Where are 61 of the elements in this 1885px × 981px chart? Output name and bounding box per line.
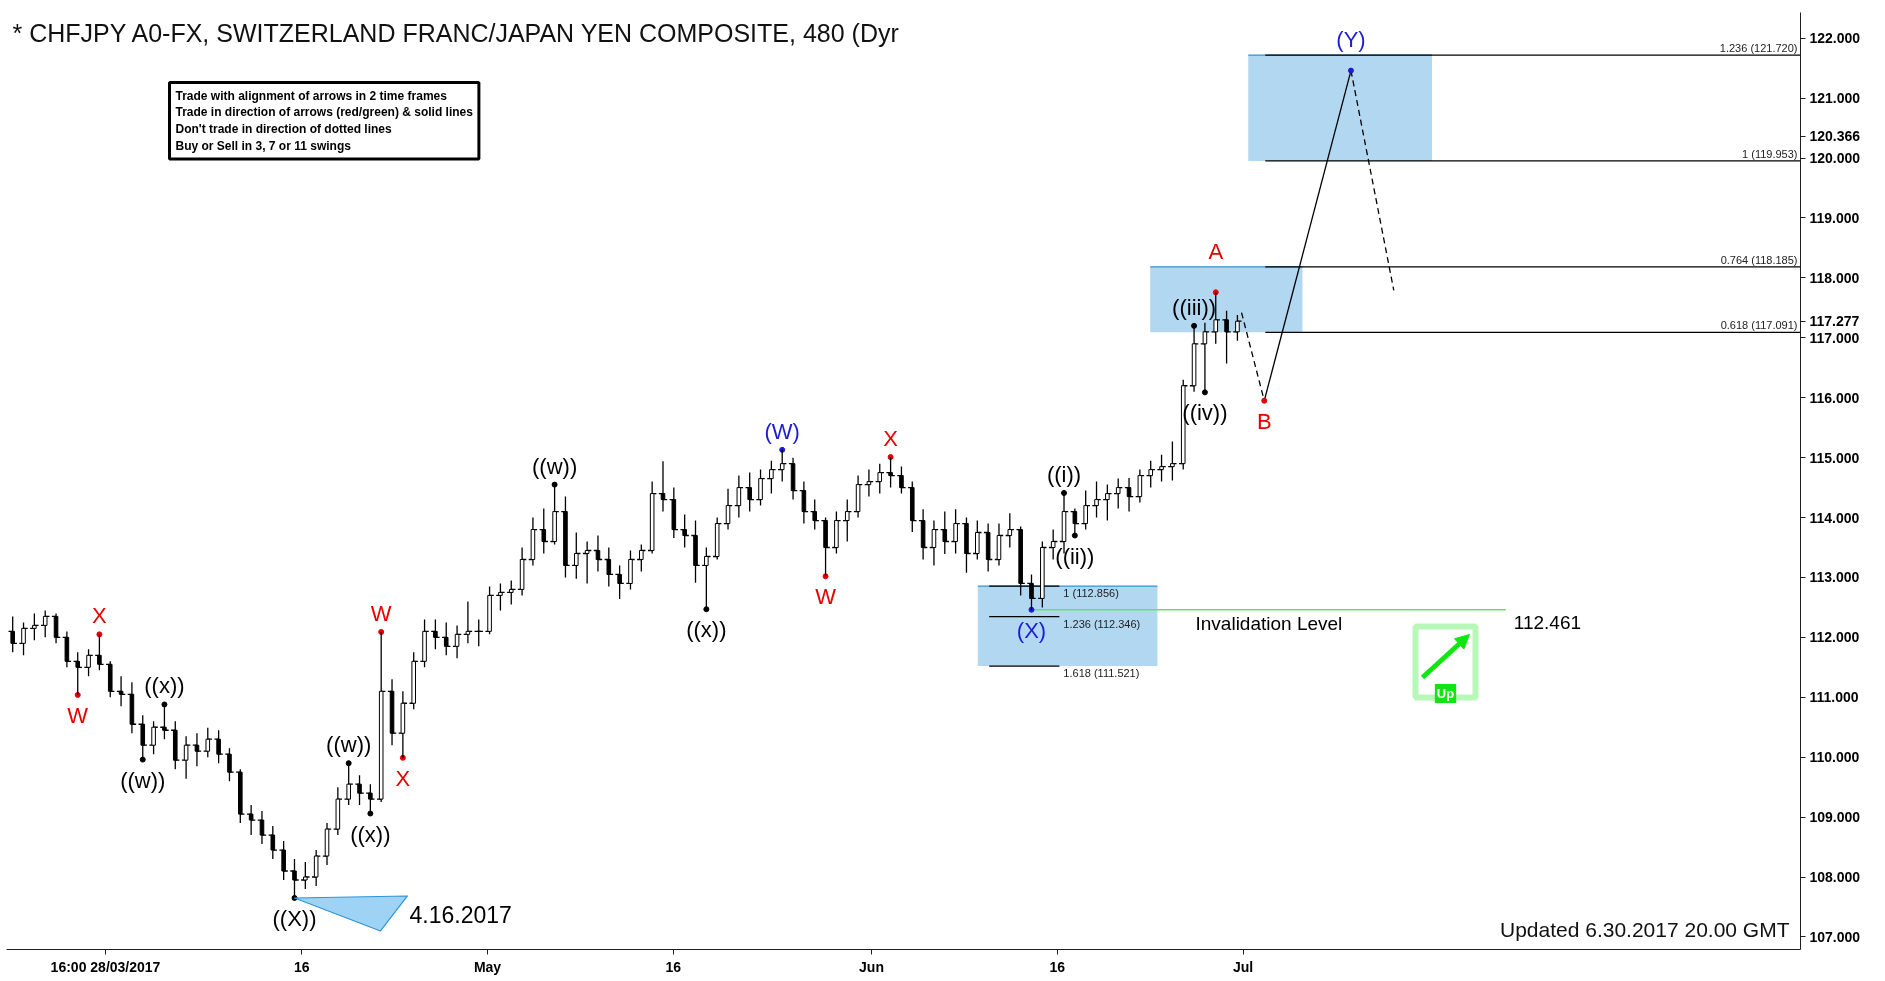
data-label: ((X)): [272, 905, 317, 931]
data-label: X: [395, 765, 411, 791]
x-tick-label: 16: [1049, 958, 1066, 975]
data-label: ((w)): [326, 732, 372, 758]
data-label: ((w)): [120, 767, 166, 793]
x-tick-label: 16: [293, 958, 310, 975]
data-label: ((w)): [532, 453, 578, 479]
series-label: 1 (119.953): [1742, 147, 1798, 160]
y-tick-label: 115.000: [1809, 449, 1860, 466]
data-label: (Y): [1336, 27, 1366, 53]
data-label: X: [92, 603, 108, 629]
data-label: 112.461: [1513, 612, 1582, 634]
y-tick-label: 107.000: [1809, 928, 1861, 945]
data-label: X: [883, 426, 899, 452]
y-tick-label: 120.366: [1809, 128, 1861, 145]
data-label: (W): [764, 418, 800, 444]
annotation: 4.16.2017: [409, 902, 512, 929]
series-label: 0.618 (117.091): [1720, 319, 1798, 332]
y-tick-label: 121.000: [1809, 90, 1861, 107]
y-tick-label: 110.000: [1809, 749, 1860, 766]
y-tick-label: 116.000: [1809, 389, 1860, 406]
x-tick-label: Jul: [1232, 958, 1254, 975]
series-label: 1.618 (111.521): [1063, 667, 1140, 680]
data-label: ((ii)): [1055, 543, 1095, 569]
y-tick-label: 114.000: [1809, 509, 1860, 526]
text: 16:00 28/03/2017: [50, 958, 161, 975]
chart-title: * CHFJPY A0-FX, SWITZERLAND FRANC/JAPAN YEN COMPOSITE, 480 (Dyr: [12, 18, 899, 47]
data-label: W: [370, 600, 392, 626]
x-tick-label: Jun: [859, 958, 884, 975]
series-label: 1.236 (121.720): [1719, 42, 1798, 55]
y-tick-label: 120.000: [1809, 150, 1861, 167]
data-label: A: [1208, 238, 1224, 264]
data-label: ((i)): [1046, 461, 1082, 487]
data-label: ((x)): [686, 617, 727, 643]
series-label: 1.236 (112.346): [1063, 617, 1141, 630]
data-label: W: [67, 702, 89, 728]
annotation: Up: [1436, 686, 1455, 701]
data-label: B: [1256, 408, 1272, 434]
x-tick-label: May: [473, 958, 502, 975]
annotation: Trade with alignment of arrows in 2 time frames Trade in direction of arrows (red/green) & solid lines Don't trade in direction of dotted lines Buy or Sell in 3, 7 or 11 swings: [175, 88, 474, 153]
y-tick-label: 117.000: [1809, 329, 1860, 346]
y-tick-label: 122.000: [1809, 30, 1861, 47]
annotation: Invalidation Level: [1195, 612, 1343, 634]
data-label: W: [815, 584, 837, 610]
x-tick-label: 16: [665, 958, 682, 975]
y-tick-label: 113.000: [1809, 569, 1860, 586]
series-label: 1 (112.856): [1063, 587, 1119, 600]
y-tick-label: 111.000: [1809, 689, 1859, 706]
data-label: ((x)): [144, 673, 185, 699]
annotation: Updated 6.30.2017 20.00 GMT: [1499, 917, 1790, 941]
data-label: ((iii)): [1172, 294, 1217, 320]
y-tick-label: 118.000: [1809, 269, 1860, 286]
y-tick-label: 108.000: [1809, 869, 1861, 886]
series-label: 0.764 (118.185): [1720, 253, 1798, 266]
data-label: (X): [1016, 617, 1047, 643]
y-tick-label: 112.000: [1809, 629, 1860, 646]
y-tick-label: 119.000: [1809, 209, 1860, 226]
y-tick-label: 109.000: [1809, 809, 1861, 826]
y-tick-label: 117.277: [1809, 313, 1860, 330]
data-label: ((x)): [350, 821, 391, 847]
data-label: ((iv)): [1182, 400, 1228, 426]
